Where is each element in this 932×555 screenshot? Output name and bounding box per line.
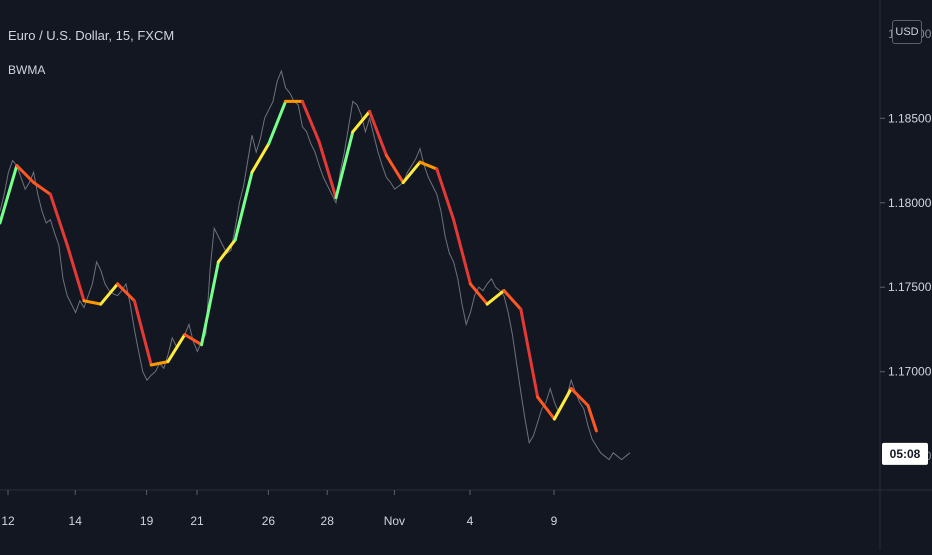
bwma-segment bbox=[116, 282, 136, 303]
bwma-segment bbox=[65, 243, 86, 303]
y-tick-label: 1.17000 bbox=[888, 365, 932, 379]
bwma-segment bbox=[166, 333, 187, 364]
bwma-segment bbox=[452, 218, 472, 286]
x-tick-label: 14 bbox=[69, 514, 83, 528]
bwma-segment bbox=[368, 110, 388, 157]
bwma-segment bbox=[384, 153, 405, 184]
y-tick-label: 1.17500 bbox=[888, 280, 932, 294]
x-tick-label: 28 bbox=[321, 514, 335, 528]
bwma-segment bbox=[401, 160, 422, 184]
x-tick-label: 9 bbox=[551, 514, 558, 528]
bwma-segment bbox=[485, 289, 506, 306]
bwma-segment bbox=[149, 360, 170, 367]
bwma-segment bbox=[351, 110, 372, 134]
bwma-segment bbox=[32, 181, 52, 196]
x-tick-label: 21 bbox=[190, 514, 204, 528]
x-tick-label: 12 bbox=[1, 514, 15, 528]
bwma-segment bbox=[418, 160, 439, 171]
y-tick-label: 1.18000 bbox=[888, 196, 932, 210]
bwma-segment bbox=[552, 387, 573, 421]
bwma-segment bbox=[586, 404, 598, 433]
bwma-segment bbox=[132, 299, 153, 367]
bwma-segment bbox=[519, 307, 540, 399]
bwma-segment bbox=[48, 192, 69, 247]
bwma-segment bbox=[267, 99, 288, 146]
symbol-title[interactable]: Euro / U.S. Dollar, 15, FXCM bbox=[8, 28, 175, 43]
bwma-segment bbox=[502, 289, 523, 311]
bwma-segment bbox=[569, 387, 590, 407]
countdown-badge bbox=[882, 442, 928, 465]
bwma-segment bbox=[82, 299, 103, 306]
bwma-segment bbox=[250, 142, 271, 174]
bwma-segment bbox=[99, 282, 120, 306]
bwma-segment bbox=[536, 395, 556, 421]
bwma-segment bbox=[468, 282, 489, 306]
bwma-segment bbox=[183, 333, 204, 347]
bwma-segment bbox=[435, 167, 456, 222]
x-tick-label: 4 bbox=[467, 514, 474, 528]
y-tick-label: 1.18500 bbox=[888, 111, 932, 125]
bwma-segment bbox=[233, 170, 254, 242]
bwma-segment bbox=[300, 99, 321, 144]
bwma-segment bbox=[15, 164, 36, 184]
currency-badge[interactable]: USD bbox=[892, 20, 922, 44]
bwma-segment bbox=[0, 164, 19, 225]
bwma-segment bbox=[200, 260, 220, 347]
bwma-segment bbox=[216, 238, 237, 264]
bwma-segment bbox=[334, 130, 355, 200]
x-tick-label: 19 bbox=[140, 514, 154, 528]
bwma-segment bbox=[317, 140, 338, 200]
countdown-label: 05:08 bbox=[890, 447, 921, 461]
x-tick-label: 26 bbox=[262, 514, 276, 528]
price-series-line bbox=[0, 69, 631, 461]
x-tick-label: Nov bbox=[384, 514, 405, 528]
indicator-label[interactable]: BWMA bbox=[8, 63, 46, 77]
